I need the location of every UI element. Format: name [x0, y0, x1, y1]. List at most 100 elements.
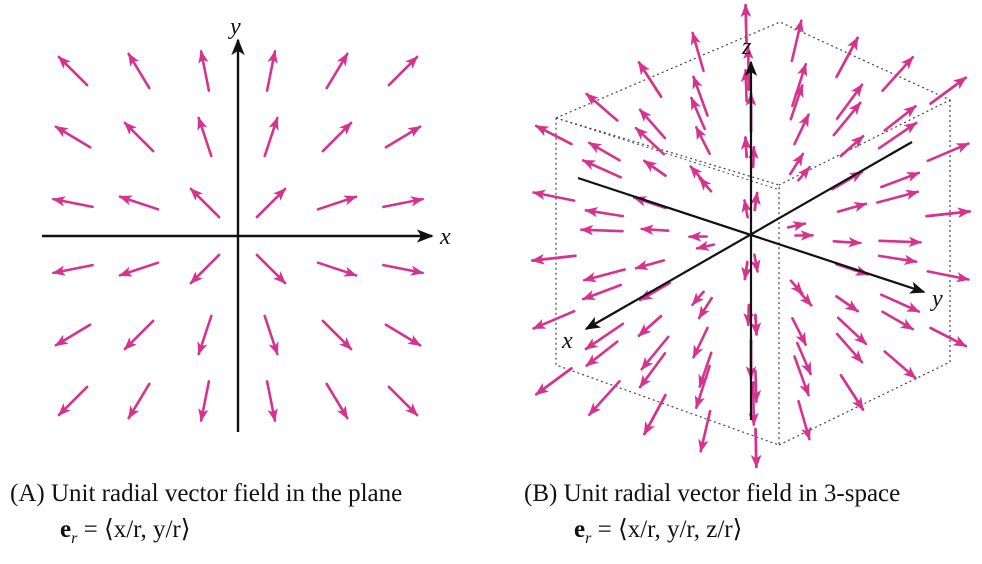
radial-arrow-b-117 [695, 240, 716, 251]
radial-arrow-b-38 [835, 36, 859, 79]
radial-arrow-a-21 [255, 253, 287, 285]
radial-arrow-b-121 [750, 313, 762, 336]
radial-arrow-b-9 [790, 19, 804, 63]
radial-arrow-b-111 [638, 281, 672, 302]
radial-arrow-b-68 [793, 113, 810, 146]
radial-arrow-b-53 [634, 126, 666, 156]
radial-arrow-b-15 [881, 310, 915, 331]
radial-arrow-a-19 [118, 261, 160, 277]
panel-b-x-label: x [561, 328, 573, 354]
radial-arrow-a-8 [197, 116, 213, 158]
radial-arrow-b-114 [698, 409, 712, 453]
radial-arrow-b-102 [532, 189, 576, 202]
radial-arrow-b-74 [585, 340, 619, 368]
radial-arrow-b-99 [534, 367, 573, 396]
radial-arrow-b-83 [638, 108, 667, 140]
radial-arrow-a-30 [57, 385, 89, 417]
radial-arrow-a-13 [118, 195, 160, 211]
radial-arrow-b-96 [795, 287, 813, 307]
radial-arrow-b-39 [791, 63, 808, 108]
panel-a-x-label: x [439, 224, 451, 250]
radial-arrow-b-55 [692, 326, 709, 359]
radial-arrow-b-69 [839, 374, 865, 411]
radial-arrow-b-120 [750, 369, 762, 404]
panel-a-caption: (A) Unit radial vector field in the plan… [10, 476, 402, 557]
radial-arrow-b-108 [587, 141, 621, 162]
radial-arrow-b-6 [786, 221, 807, 232]
radial-arrow-b-116 [697, 296, 714, 320]
radial-arrow-b-101 [531, 254, 577, 265]
radial-arrow-b-33 [740, 3, 752, 45]
panel-a-y-label: y [228, 14, 241, 40]
panel-a-eq-rhs: = ⟨x/r, y/r⟩ [83, 516, 191, 543]
radial-arrow-b-88 [694, 126, 711, 155]
panel-a-equation: er = ⟨x/r, y/r⟩ [10, 512, 402, 557]
radial-arrow-b-84 [694, 364, 711, 410]
radial-arrow-b-59 [692, 75, 709, 117]
radial-arrow-b-56 [637, 314, 663, 338]
radial-arrow-a-27 [263, 314, 279, 356]
panel-b-caption: (B) Unit radial vector field in 3-space … [524, 476, 900, 557]
radial-arrow-a-10 [321, 121, 353, 153]
radial-arrow-a-5 [387, 55, 419, 87]
radial-arrow-b-76 [580, 224, 624, 236]
panel-b-eq-rhs: = ⟨x/r, y/r, z/r⟩ [597, 516, 743, 543]
radial-arrow-b-21 [926, 270, 970, 283]
radial-arrow-b-23 [926, 142, 970, 163]
radial-arrow-b-103 [534, 124, 573, 146]
radial-arrow-b-41 [929, 326, 968, 348]
radial-arrow-a-16 [316, 195, 358, 211]
radial-arrow-b-8 [789, 84, 804, 121]
radial-arrow-b-94 [797, 399, 812, 441]
radial-arrow-b-77 [581, 159, 623, 179]
radial-arrow-a-18 [52, 263, 94, 276]
radial-arrow-b-51 [634, 259, 666, 271]
radial-arrow-a-26 [197, 314, 213, 356]
radial-arrow-a-6 [54, 125, 92, 149]
panel-a-eq-subscript: r [71, 530, 78, 547]
panel-b-equation: er = ⟨x/r, y/r, z/r⟩ [524, 512, 900, 557]
cube-hidden-edges [555, 117, 781, 191]
radial-arrow-b-58 [637, 61, 663, 98]
radial-arrow-a-20 [189, 253, 221, 285]
radial-arrow-a-28 [321, 319, 353, 351]
radial-arrow-a-17 [382, 196, 424, 209]
radial-arrow-a-1 [127, 52, 151, 90]
radial-arrow-b-29 [690, 31, 705, 73]
radial-arrow-b-106 [582, 268, 626, 283]
radial-arrow-b-79 [638, 352, 667, 389]
radial-arrow-b-47 [878, 236, 922, 248]
radial-arrow-b-7 [788, 152, 805, 176]
panel-b-x-axis [584, 141, 913, 330]
radial-arrow-b-64 [793, 355, 810, 397]
radial-arrow-a-0 [57, 55, 89, 87]
panel-b-eq-subscript: r [585, 530, 592, 547]
radial-arrow-b-105 [584, 322, 625, 351]
radial-arrow-b-40 [835, 332, 864, 364]
panel-b-z-label: z [741, 34, 752, 60]
radial-arrow-a-4 [325, 52, 349, 90]
panel-a-arrows [52, 50, 424, 422]
radial-arrow-b-123 [750, 191, 761, 212]
radial-arrow-a-25 [123, 319, 155, 351]
radial-arrow-b-113 [643, 159, 667, 177]
panel-b-space-field: x y z [531, 3, 971, 469]
panel-b-eq-symbol: e [574, 516, 586, 543]
radial-arrow-a-12 [52, 196, 94, 209]
radial-arrow-b-95 [795, 341, 812, 376]
radial-arrow-a-23 [382, 263, 424, 276]
radial-arrow-b-72 [836, 201, 868, 213]
radial-arrow-b-119 [750, 427, 762, 469]
radial-arrow-b-37 [830, 170, 864, 191]
radial-arrow-a-34 [325, 382, 349, 420]
radial-arrow-b-110 [640, 335, 670, 371]
radial-arrow-b-25 [691, 290, 705, 307]
radial-arrow-b-48 [879, 171, 921, 189]
panel-b-caption-label: (B) [524, 480, 558, 507]
cube-hidden-edge-1 [555, 117, 781, 191]
radial-arrow-b-11 [832, 237, 862, 248]
panel-b-caption-text: Unit radial vector field in 3-space [563, 480, 901, 507]
radial-arrow-b-17 [876, 189, 920, 204]
bounding-cube [555, 21, 952, 446]
radial-arrow-b-107 [584, 206, 625, 218]
